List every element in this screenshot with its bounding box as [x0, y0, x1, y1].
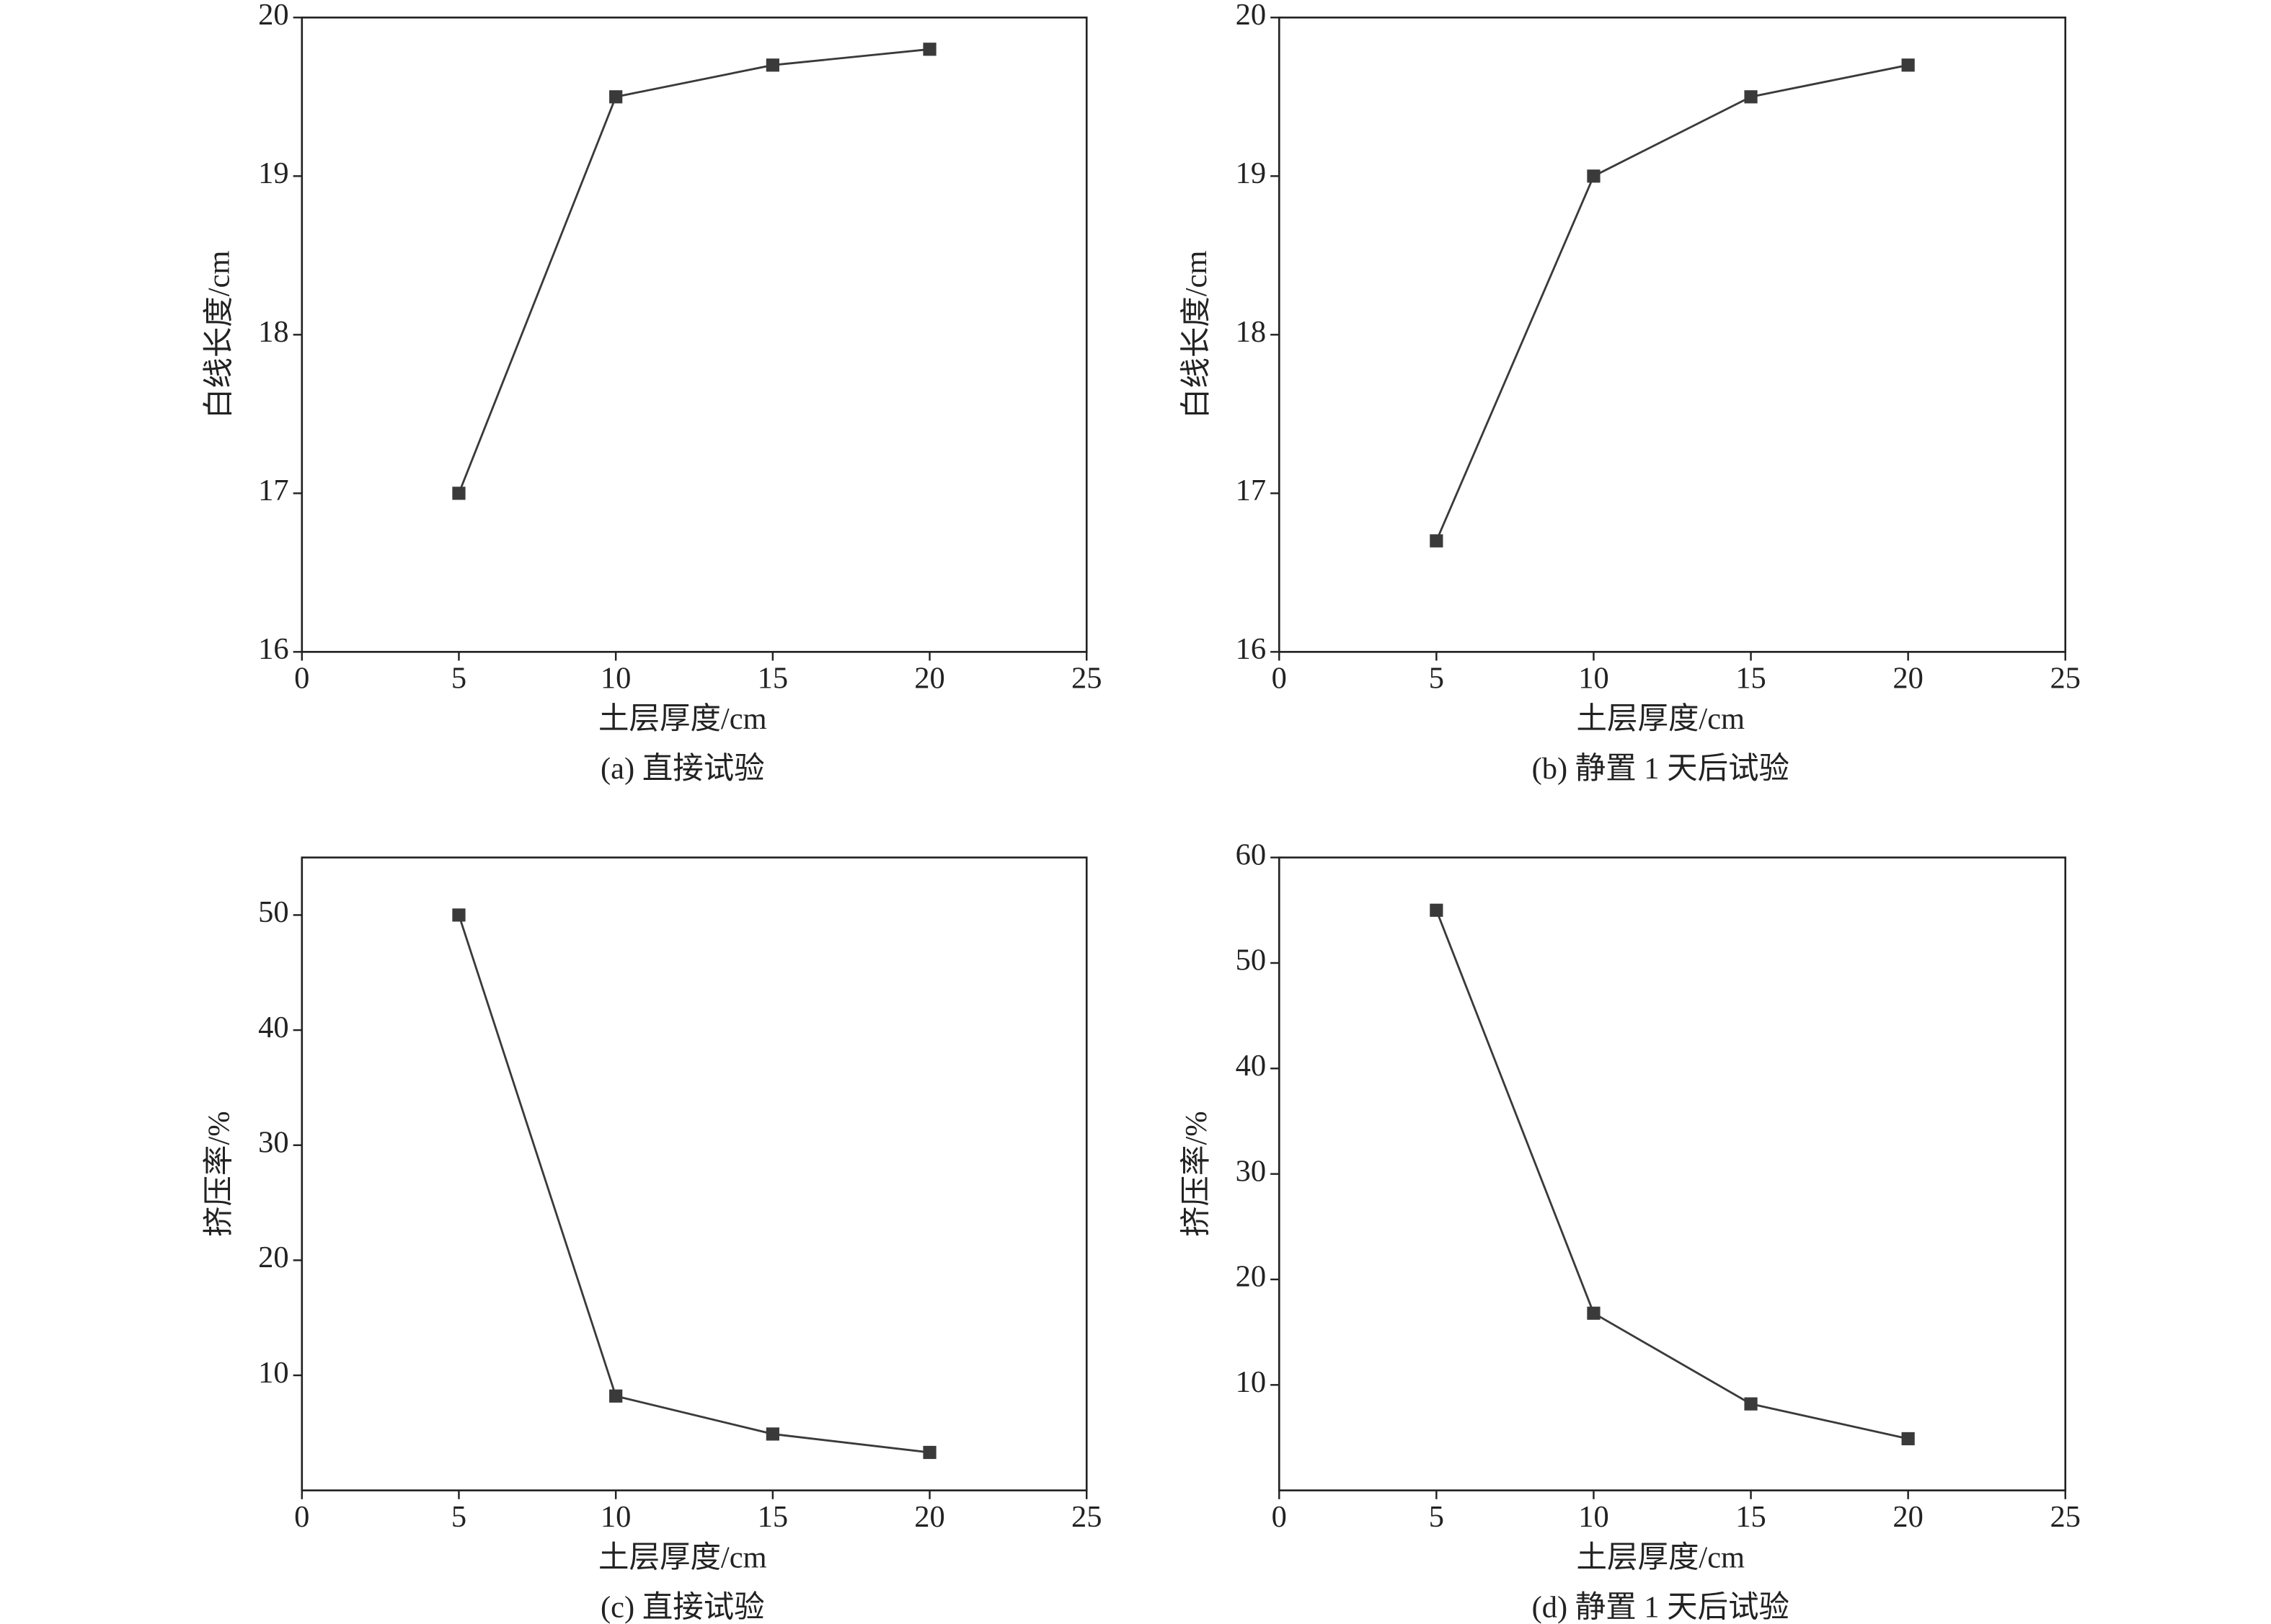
y-tick-label: 17: [1236, 474, 1266, 507]
data-point: [1430, 534, 1443, 548]
data-point: [452, 487, 466, 500]
x-axis-title: 土层厚度/cm: [598, 702, 767, 736]
y-axis-title: 挤压率/%: [1179, 1111, 1213, 1237]
plot-frame: [1278, 856, 2067, 1491]
x-tick-label: 0: [1272, 662, 1287, 696]
x-tick-label: 0: [1272, 1500, 1287, 1534]
x-axis-title: 土层厚度/cm: [1577, 702, 1745, 736]
panel: 0 5 10 15 20 25 16 17 18 19 20 土层厚度/cm 白线长度/cm (b) 静置…: [1179, 0, 2081, 786]
x-tick-label: 10: [1578, 1500, 1608, 1534]
x-tick-label: 15: [1735, 662, 1766, 696]
x-tick-label: 20: [914, 662, 944, 696]
data-point: [923, 1445, 937, 1460]
data-point: [1744, 90, 1758, 104]
x-tick-label: 5: [451, 662, 466, 696]
x-tick-label: 10: [601, 1500, 631, 1534]
data-point: [923, 43, 937, 56]
data-point: [609, 90, 623, 104]
y-tick-label: 18: [258, 315, 288, 349]
data-point: [1587, 169, 1601, 183]
x-tick-label: 0: [294, 1500, 309, 1534]
x-tick-label: 20: [1892, 662, 1923, 696]
y-tick-label: 17: [258, 474, 288, 507]
data-line: [1435, 63, 1908, 541]
data-point: [1744, 1397, 1758, 1411]
y-tick-label: 40: [1236, 1049, 1266, 1083]
x-tick-label: 15: [1735, 1500, 1766, 1534]
caption: (a) 直接试验: [601, 752, 765, 786]
y-tick-label: 40: [258, 1011, 288, 1044]
x-tick-label: 20: [914, 1500, 944, 1534]
y-tick-label: 20: [258, 1241, 288, 1274]
x-tick-label: 5: [1429, 662, 1444, 696]
plot-frame: [301, 856, 1088, 1491]
data-point: [1430, 903, 1443, 917]
y-tick-label: 30: [1236, 1154, 1266, 1188]
caption: (c) 直接试验: [601, 1590, 765, 1624]
y-axis-title: 挤压率/%: [202, 1111, 236, 1237]
y-tick-label: 18: [1236, 315, 1266, 349]
panel: 0 5 10 15 20 25 16 17 18 19 20 土层厚度/cm 白线长度/cm (a) 直接…: [202, 0, 1102, 786]
y-tick-label: 10: [258, 1356, 288, 1390]
data-point: [1901, 1432, 1915, 1446]
y-tick-label: 30: [258, 1125, 288, 1159]
y-axis-title: 白线长度/cm: [1179, 251, 1213, 420]
x-tick-label: 10: [1578, 662, 1608, 696]
caption: (b) 静置 1 天后试验: [1532, 752, 1789, 786]
panel: 0 5 10 15 20 25 10 20 30 40 50 60 土层厚度/cm 挤压率/% (d) 静置…: [1179, 838, 2081, 1624]
x-tick-label: 25: [2050, 662, 2081, 696]
x-tick-label: 25: [1071, 662, 1102, 696]
x-tick-label: 5: [451, 1500, 466, 1534]
x-tick-label: 20: [1892, 1500, 1923, 1534]
y-tick-label: 60: [1236, 838, 1266, 871]
x-tick-label: 25: [2050, 1500, 2081, 1534]
y-tick-label: 20: [258, 0, 288, 32]
x-tick-label: 10: [601, 662, 631, 696]
data-point: [609, 1389, 623, 1403]
data-line: [458, 48, 930, 494]
caption: (d) 静置 1 天后试验: [1532, 1590, 1789, 1624]
panel: 0 5 10 15 20 25 10 20 30 40 50 土层厚度/cm 挤压率/% (c) 直接试验: [202, 856, 1102, 1624]
y-tick-label: 16: [1236, 632, 1266, 666]
y-axis-title: 白线长度/cm: [202, 251, 236, 420]
y-tick-label: 19: [1236, 156, 1266, 190]
y-tick-label: 19: [258, 156, 288, 190]
x-axis-title: 土层厚度/cm: [598, 1541, 767, 1575]
x-tick-label: 0: [294, 662, 309, 696]
y-tick-label: 20: [1236, 0, 1266, 32]
x-axis-title: 土层厚度/cm: [1577, 1541, 1745, 1575]
data-point: [1901, 58, 1915, 72]
plot-frame: [1278, 16, 2067, 653]
y-tick-label: 50: [258, 895, 288, 929]
data-point: [1587, 1306, 1601, 1320]
data-point: [452, 908, 466, 922]
x-tick-label: 5: [1429, 1500, 1444, 1534]
data-line: [458, 915, 930, 1454]
y-tick-label: 50: [1236, 944, 1266, 977]
x-tick-label: 15: [758, 662, 788, 696]
plot-frame: [301, 16, 1088, 653]
data-line: [1435, 910, 1908, 1440]
data-point: [766, 1427, 779, 1441]
x-tick-label: 15: [758, 1500, 788, 1534]
y-tick-label: 16: [258, 632, 288, 666]
y-tick-label: 10: [1236, 1365, 1266, 1399]
y-tick-label: 20: [1236, 1260, 1266, 1294]
x-tick-label: 25: [1071, 1500, 1102, 1534]
data-point: [766, 58, 779, 72]
